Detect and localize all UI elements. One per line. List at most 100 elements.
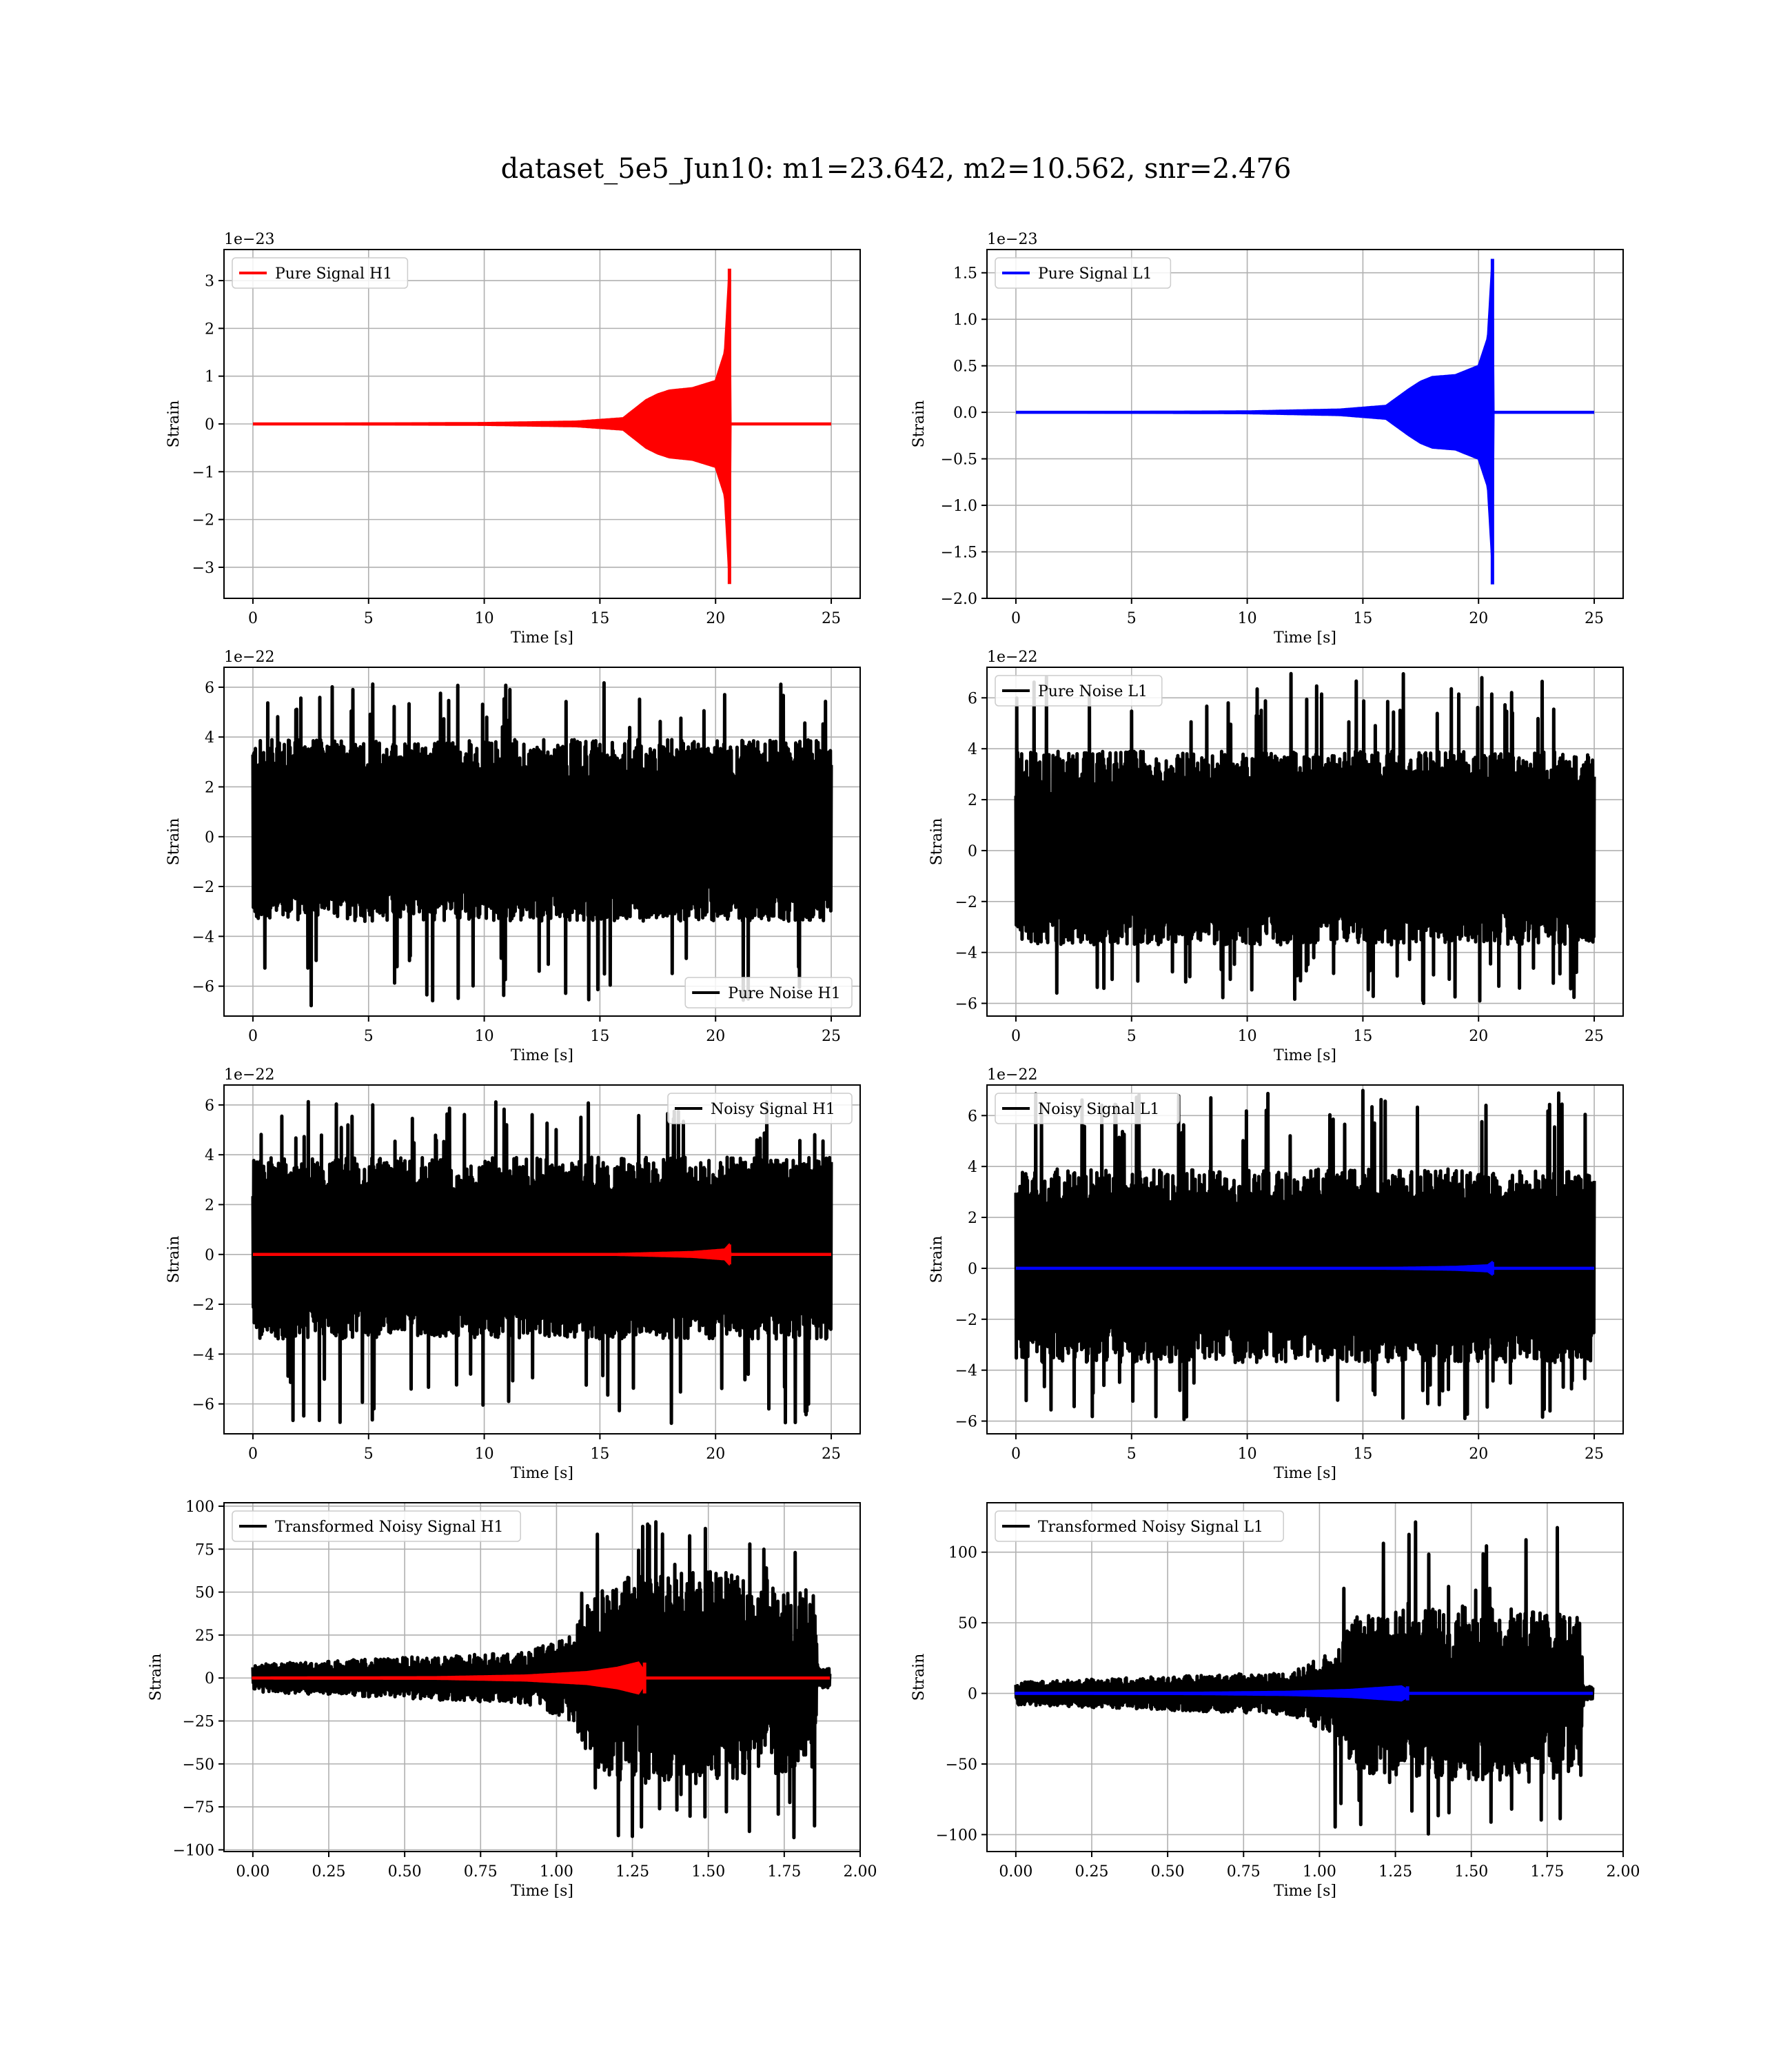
y-axis-label: Strain	[928, 1236, 946, 1284]
x-tick-label: 0.25	[312, 1863, 346, 1881]
x-tick-label: 10	[1238, 610, 1257, 627]
legend-label: Pure Signal L1	[1038, 265, 1152, 283]
x-tick-label: 0	[248, 610, 258, 627]
legend: Pure Noise H1	[684, 977, 853, 1008]
x-tick-label: 5	[1127, 1446, 1137, 1463]
x-axis-label: Time [s]	[1274, 1465, 1336, 1482]
x-tick-label: 15	[1353, 610, 1372, 627]
y-tick-label: 4	[968, 741, 977, 758]
axes-frame	[223, 1502, 861, 1852]
x-tick-label: 5	[1127, 1028, 1137, 1045]
x-tick-label: 25	[822, 1446, 841, 1463]
y-tick-label: −1.0	[941, 498, 977, 515]
x-tick-label: 1.50	[1454, 1863, 1488, 1881]
y-axis-label: Strain	[165, 1236, 183, 1284]
x-tick-label: 1.25	[1378, 1863, 1412, 1881]
x-tick-label: 0	[248, 1028, 258, 1045]
x-tick-label: 25	[822, 610, 841, 627]
y-axis-label: Strain	[910, 401, 928, 448]
y-tick-label: −100	[936, 1827, 977, 1844]
x-tick-label: 0.00	[999, 1863, 1032, 1881]
y-tick-label: −2	[955, 894, 977, 911]
legend-label: Pure Noise H1	[728, 985, 841, 1002]
y-tick-label: 0.5	[953, 358, 977, 376]
y-tick-label: 6	[968, 690, 977, 707]
y-tick-label: −6	[955, 996, 977, 1013]
y-axis-label: Strain	[165, 401, 183, 448]
y-tick-label: −75	[183, 1799, 214, 1816]
legend-label: Noisy Signal L1	[1038, 1101, 1159, 1118]
subplot-h1-pure-noise: 0 5 10 15 20 25 −6 −4 −2 0 2 4 6 Time [s] Strain 1e−22 P…	[165, 649, 861, 1064]
x-tick-label: 15	[590, 1446, 609, 1463]
y-tick-label: −2	[192, 1297, 214, 1314]
y-tick-label: −2.0	[941, 591, 977, 608]
axis-offset-label: 1e−22	[987, 649, 1037, 666]
x-tick-label: 10	[475, 1028, 494, 1045]
series-line-l1-noisy-signal-0	[1014, 1088, 1596, 1421]
y-tick-label: 2	[968, 792, 977, 809]
legend: Transformed Noisy Signal L1	[995, 1510, 1284, 1542]
x-tick-label: 20	[1469, 1446, 1488, 1463]
y-tick-label: 0	[205, 829, 214, 847]
y-tick-label: 0	[205, 416, 214, 434]
y-tick-label: −4	[955, 1363, 977, 1380]
axis-offset-label: 1e−22	[224, 649, 274, 666]
legend: Transformed Noisy Signal H1	[232, 1510, 521, 1542]
series-line-h1-transformed-0	[251, 1520, 832, 1840]
y-tick-label: −25	[183, 1714, 214, 1731]
legend-label: Pure Signal H1	[275, 265, 392, 283]
y-tick-label: 1.5	[953, 265, 977, 283]
x-tick-label: 0.00	[236, 1863, 269, 1881]
y-tick-label: −100	[173, 1843, 214, 1860]
y-axis-label: Strain	[147, 1654, 165, 1701]
legend: Pure Signal H1	[232, 257, 409, 289]
x-tick-label: 0	[1011, 1446, 1021, 1463]
series-line-h1-pure-noise-0	[251, 681, 833, 1008]
y-tick-label: −2	[192, 879, 214, 896]
y-tick-label: 6	[205, 680, 214, 697]
axis-offset-label: 1e−23	[987, 231, 1037, 248]
x-tick-label: 1.00	[1303, 1863, 1336, 1881]
series-line-l1-transformed-0	[1014, 1520, 1595, 1836]
axes-frame	[986, 667, 1624, 1017]
y-tick-label: −6	[192, 1397, 214, 1414]
y-tick-label: −2	[955, 1312, 977, 1329]
series-line-h1-noisy-signal-0	[251, 1099, 833, 1426]
y-tick-label: −0.5	[941, 452, 977, 469]
x-tick-label: 10	[1238, 1446, 1257, 1463]
x-tick-label: 1.00	[540, 1863, 573, 1881]
axes-frame	[986, 249, 1624, 599]
subplot-l1-noisy-signal: 0 5 10 15 20 25 −6 −4 −2 0 2 4 6 Time [s] Strain 1e−22N…	[928, 1066, 1624, 1482]
y-tick-label: 0	[205, 1670, 214, 1687]
y-axis-label: Strain	[165, 818, 183, 866]
x-axis-label: Time [s]	[1274, 1883, 1336, 1900]
x-axis-label: Time [s]	[511, 1883, 573, 1900]
y-tick-label: 3	[205, 273, 214, 290]
y-tick-label: 25	[195, 1628, 214, 1645]
subplot-h1-noisy-signal: 0 5 10 15 20 25 −6 −4 −2 0 2 4 6 Time [s] Strain 1e−22 N…	[165, 1066, 861, 1482]
y-tick-label: −50	[946, 1756, 977, 1774]
x-tick-label: 5	[364, 1028, 374, 1045]
subplot-l1-transformed: 0.00 0.25 0.50 0.75 1.00 1.25 1.50 1.75 2.00 −100…	[910, 1502, 1640, 1900]
x-tick-label: 1.25	[615, 1863, 649, 1881]
y-tick-label: 50	[958, 1615, 977, 1632]
axes-frame	[986, 1084, 1624, 1435]
series-line-l1-pure-noise-0	[1014, 671, 1596, 1005]
x-axis-label: Time [s]	[1274, 629, 1336, 647]
x-axis-label: Time [s]	[1274, 1047, 1336, 1064]
subplot-h1-transformed: 0.00 0.25 0.50 0.75 1.00 1.25 1.50 1.75 2.00 −100…	[147, 1499, 877, 1900]
y-tick-label: −6	[955, 1414, 977, 1431]
x-tick-label: 1.50	[691, 1863, 725, 1881]
axes-frame	[223, 1084, 861, 1435]
x-tick-label: 0.25	[1075, 1863, 1109, 1881]
x-tick-label: 2.00	[1607, 1863, 1640, 1881]
x-tick-label: 0.50	[1151, 1863, 1185, 1881]
x-axis-label: Time [s]	[511, 1465, 573, 1482]
axis-offset-label: 1e−22	[987, 1066, 1037, 1084]
axes-frame	[223, 667, 861, 1017]
y-tick-label: −4	[192, 1346, 214, 1364]
y-tick-label: 2	[205, 1197, 214, 1214]
x-tick-label: 10	[1238, 1028, 1257, 1045]
y-tick-label: −1	[192, 464, 214, 481]
x-tick-label: 10	[475, 1446, 494, 1463]
